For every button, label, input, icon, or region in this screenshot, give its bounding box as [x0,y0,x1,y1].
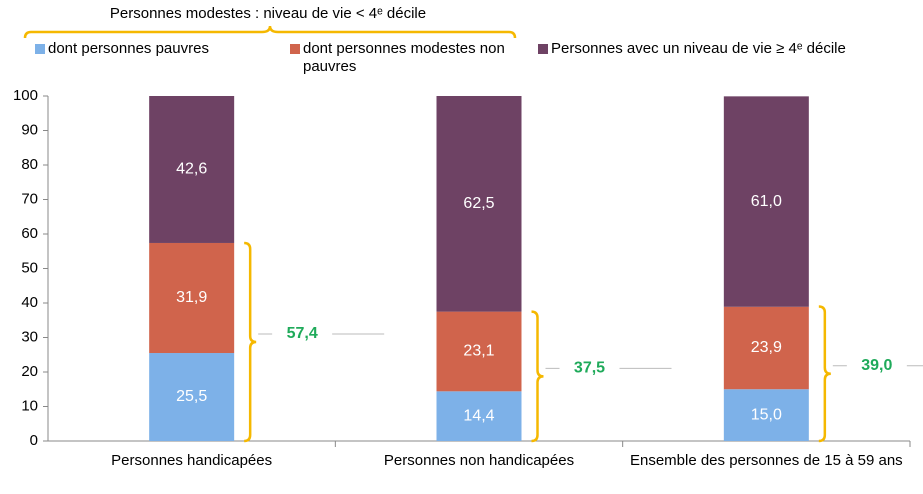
label-bg [846,353,907,378]
legend-swatch [35,44,45,54]
y-tick-label: 70 [21,190,38,207]
legend-label: dont personnes pauvres [48,40,209,57]
bar-segment [149,242,235,354]
value-label: 25,5 [176,388,207,405]
y-tick-label: 0 [30,432,38,449]
total-bracket [818,305,831,443]
bar-segment [436,311,522,392]
bar-segment [149,96,235,243]
value-label: 61,0 [751,193,782,210]
header-brace [23,25,517,39]
value-label: 31,9 [176,289,207,306]
bar-segment [723,96,809,307]
y-tick-label: 80 [21,156,38,173]
bar-segment [436,96,522,312]
total-bracket [244,241,257,443]
bar-segment [723,306,809,390]
y-tick-label: 50 [21,259,38,276]
legend-swatch [538,44,548,54]
x-tick-label: Ensemble des personnes de 15 à 59 ans [629,452,903,469]
bar-segment [149,353,235,441]
value-label: 62,5 [463,195,494,212]
value-label: 14,4 [463,407,494,424]
label-bg [559,356,620,381]
legend-label: dont personnes modestes non pauvres [303,40,505,75]
value-label: 23,1 [463,343,494,360]
total-bracket [531,310,544,443]
bar-segment [723,389,809,441]
total-label: 57,4 [287,325,318,342]
x-tick-label: Personnes handicapées [111,452,273,469]
legend-label: Personnes avec un niveau de vie ≥ 4ᵉ déc… [551,40,846,57]
y-tick-label: 40 [21,294,38,311]
y-tick-label: 20 [21,363,38,380]
label-bg [272,321,333,346]
total-label: 39,0 [861,357,892,374]
bar-segment [436,391,522,441]
total-label: 37,5 [574,360,605,377]
y-tick-label: 90 [21,121,38,138]
header-annotation: Personnes modestes : niveau de vie < 4ᵉ … [110,5,426,22]
value-label: 15,0 [751,406,782,423]
value-label: 42,6 [176,161,207,178]
x-tick-label: Personnes non handicapées [383,452,575,469]
y-tick-label: 60 [21,225,38,242]
y-tick-label: 30 [21,328,38,345]
value-label: 23,9 [751,339,782,356]
y-tick-label: 10 [21,397,38,414]
y-tick-label: 100 [13,87,38,104]
legend-swatch [290,44,300,54]
